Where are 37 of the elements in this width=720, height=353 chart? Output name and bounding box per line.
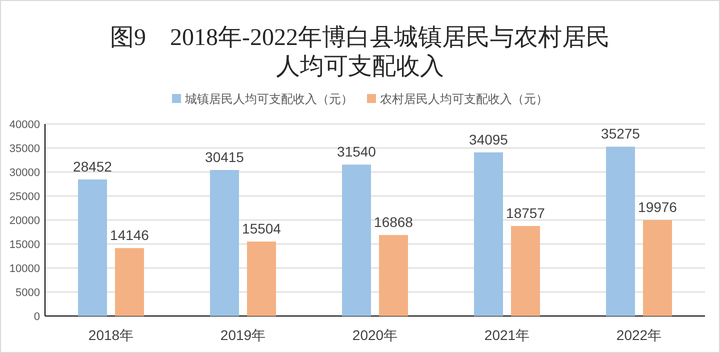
y-tick-label: 15000 — [9, 239, 40, 251]
bar — [379, 235, 408, 316]
bar — [210, 170, 239, 316]
x-tick-label: 2021年 — [484, 327, 530, 343]
y-tick-label: 5000 — [16, 287, 40, 299]
y-tick-label: 35000 — [9, 143, 40, 155]
data-label: 34095 — [469, 131, 508, 148]
x-tick-label: 2022年 — [616, 327, 662, 343]
y-tick-label: 25000 — [9, 191, 40, 203]
legend-label: 城镇居民人均可支配收入（元） — [184, 92, 353, 106]
data-label: 18757 — [506, 204, 546, 221]
y-tick-label: 30000 — [9, 167, 40, 179]
data-label: 15504 — [242, 220, 282, 237]
y-tick-label: 40000 — [9, 119, 40, 131]
data-label: 31540 — [337, 144, 376, 160]
x-tick-label: 2018年 — [88, 327, 134, 343]
data-label: 19976 — [638, 199, 678, 216]
bar — [643, 220, 672, 316]
bar — [342, 164, 371, 316]
data-label: 30415 — [205, 149, 244, 166]
y-tick-label: 0 — [34, 311, 40, 323]
legend-label: 农村居民人均可支配收入（元） — [380, 92, 548, 106]
data-label: 28452 — [73, 158, 112, 174]
bar — [474, 152, 503, 316]
data-label: 16868 — [374, 214, 414, 230]
bar — [115, 248, 144, 316]
y-tick-label: 20000 — [9, 215, 40, 227]
bar — [511, 226, 540, 316]
bar — [606, 146, 635, 316]
x-tick-label: 2019年 — [220, 327, 266, 343]
x-tick-label: 2020年 — [352, 327, 398, 343]
y-tick-label: 10000 — [9, 263, 40, 275]
data-label: 14146 — [110, 227, 150, 244]
bar — [247, 242, 276, 316]
data-label: 35275 — [601, 126, 640, 142]
title: 图9 2018年-2022年博白县城镇居民与农村居民人均可支配收入 — [110, 25, 610, 80]
bar — [78, 179, 107, 316]
